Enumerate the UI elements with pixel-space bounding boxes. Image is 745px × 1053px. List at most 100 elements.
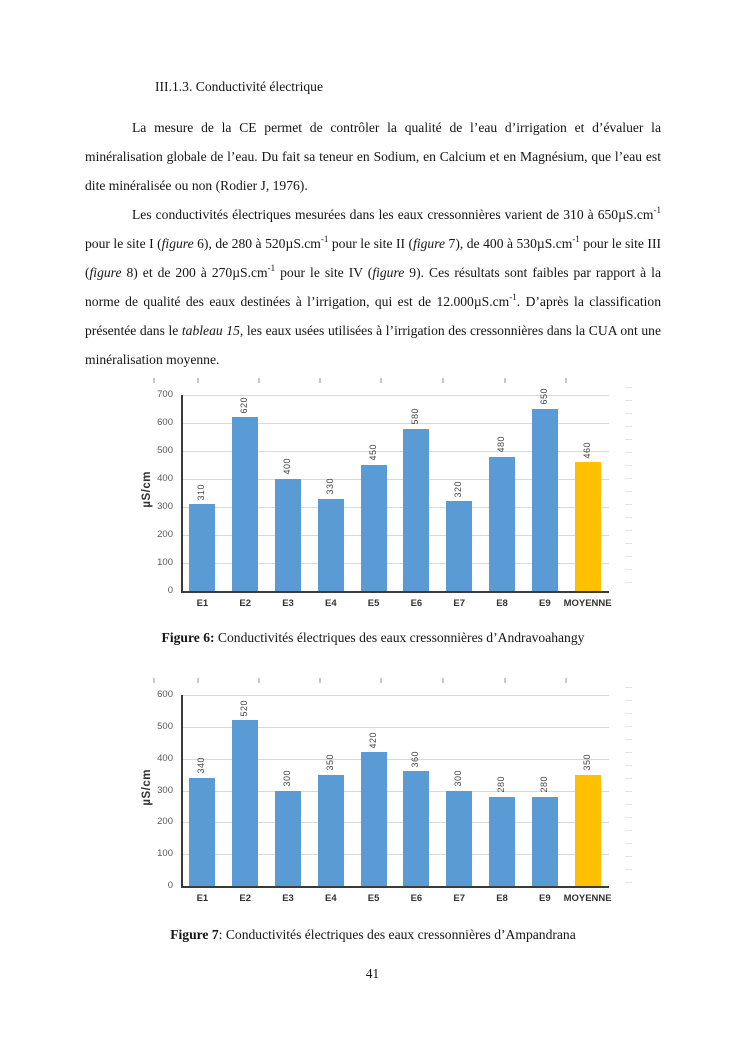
- x-axis-category-label: E8: [496, 598, 508, 609]
- tick-mark: [625, 817, 632, 818]
- tick-mark: [625, 700, 632, 701]
- x-axis-category-label: E4: [324, 893, 337, 904]
- bar-value-label: 460: [581, 441, 592, 459]
- bar-e8: [489, 456, 515, 591]
- y-axis-line: [181, 695, 183, 886]
- tick-mark: [625, 687, 632, 688]
- bar-moyenne: [574, 462, 601, 591]
- tick-mark: [625, 426, 632, 427]
- bar-value-label: 350: [324, 754, 335, 771]
- x-axis-category-label: E2: [239, 598, 251, 609]
- y-axis-tick-label: 100: [157, 848, 173, 860]
- tick-mark: [625, 400, 632, 401]
- y-axis-title: µS/cm: [141, 471, 153, 508]
- tick-mark: [625, 569, 632, 570]
- y-axis-tick-label: 400: [157, 473, 173, 484]
- y-axis-tick-label: 600: [157, 689, 173, 700]
- bar-e6: [403, 428, 430, 591]
- tick-mark: [625, 517, 632, 518]
- tick-mark: [625, 778, 632, 779]
- bar-e4: [317, 774, 344, 886]
- y-axis-tick-label: 200: [157, 816, 173, 828]
- bar-e2: [232, 417, 259, 591]
- bar-value-label: 620: [239, 396, 250, 414]
- x-axis-category-label: E6: [410, 598, 423, 609]
- y-axis-tick-label: 300: [157, 501, 173, 512]
- x-axis-category-label: E8: [496, 893, 508, 904]
- y-axis-tick-label: 300: [157, 784, 173, 796]
- tick-mark: [380, 378, 382, 383]
- bar-value-label: 310: [196, 483, 207, 501]
- y-axis-tick-label: 0: [167, 880, 173, 891]
- bar-e8: [489, 796, 515, 886]
- gridline: [181, 563, 609, 564]
- bar-value-label: 340: [196, 757, 207, 774]
- tick-mark: [625, 413, 632, 414]
- tick-mark: [197, 378, 199, 383]
- figure6-bar-chart: 0 100 200 300 400 500 600 700 µS/cm 310 E1 620 E2 400…: [133, 375, 637, 610]
- gridline: [181, 451, 609, 452]
- tick-mark: [625, 478, 632, 479]
- tick-mark: [442, 378, 444, 383]
- bar-e5: [360, 752, 387, 886]
- y-axis-tick-label: 700: [157, 389, 173, 400]
- tick-mark: [625, 452, 632, 453]
- bar-e3: [275, 790, 301, 886]
- x-axis-category-label: E3: [282, 598, 294, 609]
- tick-mark: [565, 378, 567, 383]
- tick-mark: [258, 378, 260, 383]
- tick-mark: [319, 678, 321, 683]
- tick-mark: [625, 869, 632, 870]
- y-axis-tick-label: 200: [157, 529, 173, 540]
- paragraph-2: Les conductivités électriques mesurées d…: [85, 205, 661, 368]
- bar-e9: [531, 796, 558, 886]
- figure6-caption: Figure 6: Conductivités électriques des …: [85, 630, 661, 646]
- tick-mark: [153, 378, 155, 383]
- gridline: [181, 822, 609, 824]
- tick-mark: [504, 678, 506, 683]
- tick-mark: [319, 378, 321, 383]
- y-axis-tick-label: 500: [157, 720, 173, 732]
- tick-mark: [442, 678, 444, 683]
- tick-mark: [197, 678, 199, 683]
- bar-value-label: 400: [282, 458, 292, 475]
- gridline: [181, 695, 609, 696]
- tick-mark: [625, 491, 632, 492]
- paragraph-1: La mesure de la CE permet de contrôler l…: [85, 120, 661, 193]
- tick-mark: [625, 752, 632, 753]
- tick-mark: [625, 582, 632, 583]
- tick-mark: [625, 765, 632, 766]
- tick-mark: [625, 739, 632, 740]
- x-axis-category-label: E5: [367, 598, 380, 609]
- figure7-caption: Figure 7: Conductivités électriques des …: [85, 927, 661, 943]
- tick-mark: [504, 378, 506, 383]
- bar-value-label: 450: [367, 444, 378, 461]
- tick-mark: [380, 678, 382, 683]
- bar-e3: [275, 479, 301, 591]
- gridline: [181, 507, 609, 508]
- gridline: [181, 423, 609, 424]
- figure7-bar-chart: 0 100 200 300 400 500 600 µS/cm 340 E1 520 E2 300 E3 3…: [133, 677, 637, 912]
- figure7-caption-label: Figure 7: [170, 927, 219, 942]
- figure6-caption-label: Figure 6:: [161, 630, 215, 645]
- tick-mark: [625, 713, 632, 714]
- x-axis-category-label: E3: [282, 893, 294, 904]
- x-axis-category-label: E1: [196, 893, 209, 904]
- bar-value-label: 420: [367, 731, 378, 749]
- tick-mark: [625, 726, 632, 727]
- bar-value-label: 280: [496, 776, 506, 793]
- gridline: [181, 758, 609, 760]
- tick-mark: [625, 504, 632, 505]
- y-axis-line: [181, 395, 183, 591]
- x-axis-category-label: E1: [196, 598, 209, 609]
- bar-e5: [360, 465, 387, 591]
- bar-e1: [189, 504, 216, 591]
- body-text: La mesure de la CE permet de contrôler l…: [85, 113, 661, 374]
- x-axis-category-label: E5: [367, 893, 380, 904]
- bar-value-label: 480: [496, 436, 506, 453]
- page-number: 41: [365, 966, 380, 981]
- y-axis-tick-label: 100: [157, 557, 173, 568]
- x-axis-category-label: E4: [324, 598, 337, 609]
- tick-mark: [153, 678, 155, 683]
- bar-e7: [446, 790, 473, 886]
